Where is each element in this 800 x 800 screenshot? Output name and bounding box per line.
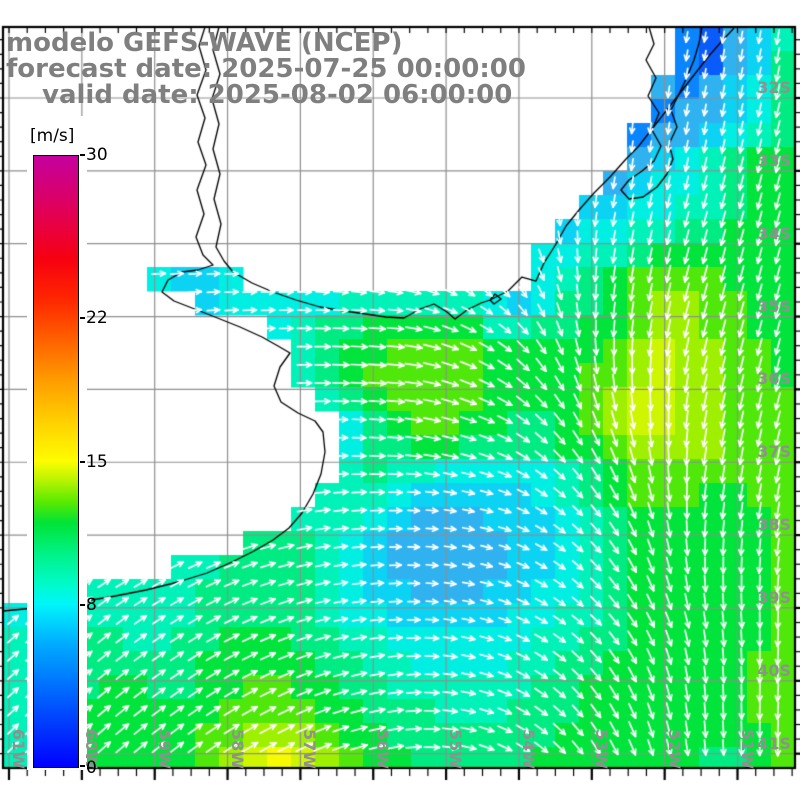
wave-field-canvas	[0, 0, 800, 800]
wave-forecast-map: [m/s] modelo GEFS-WAVE (NCEP) forecast d…	[0, 0, 800, 800]
